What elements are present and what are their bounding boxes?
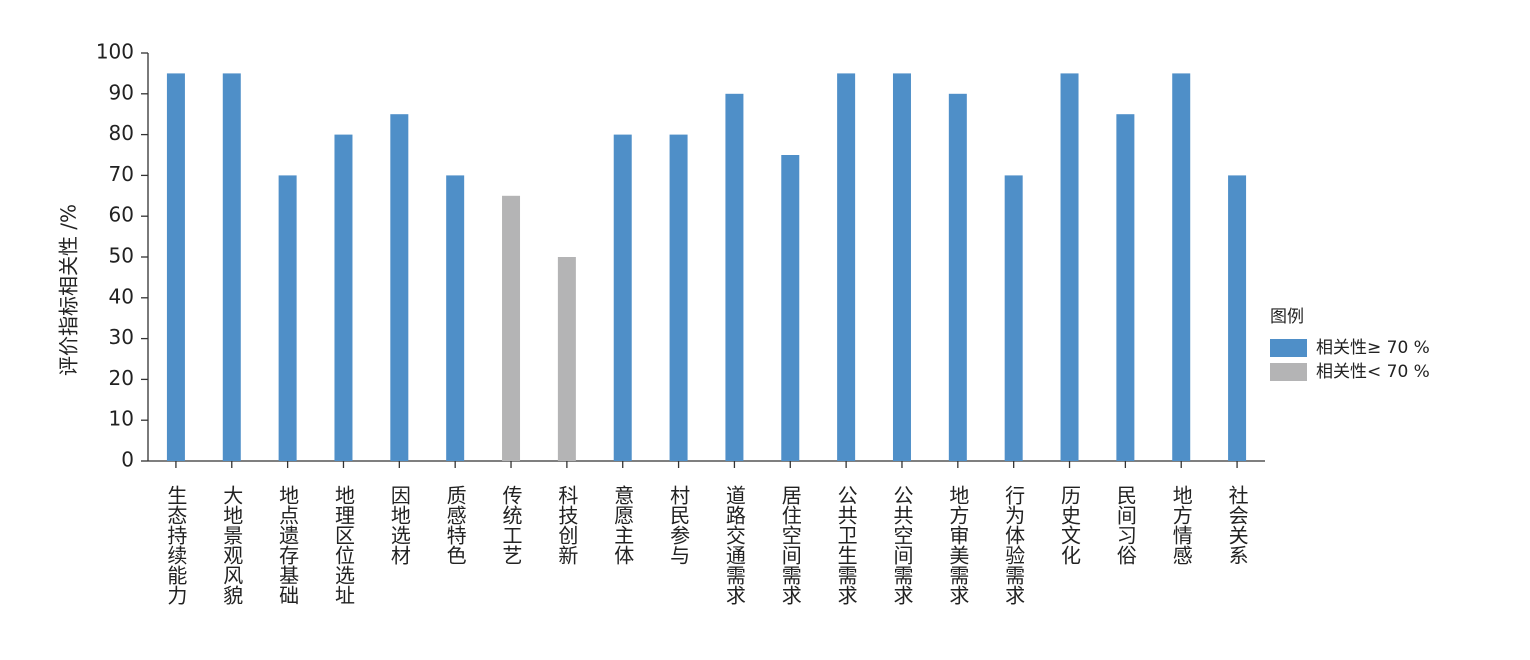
x-tick-label: 公共卫生需求 xyxy=(834,485,858,605)
x-tick-label: 地方审美需求 xyxy=(946,485,970,605)
legend-swatch xyxy=(1270,363,1307,381)
bar xyxy=(557,257,576,461)
x-tick-label: 科技创新 xyxy=(555,485,579,565)
bar xyxy=(446,175,465,461)
legend-label: 相关性< 70 % xyxy=(1316,362,1430,382)
x-tick-label: 行为体验需求 xyxy=(1002,485,1026,605)
x-tick-label: 地理区位选址 xyxy=(331,485,355,605)
y-tick-label: 10 xyxy=(109,407,134,431)
x-tick-label: 居住空间需求 xyxy=(778,485,802,605)
bar xyxy=(222,73,241,462)
x-tick-label: 意愿主体 xyxy=(611,485,635,565)
x-tick-label: 传统工艺 xyxy=(499,485,523,565)
y-tick-label: 70 xyxy=(109,162,134,186)
bar xyxy=(669,134,688,461)
y-tick-label: 30 xyxy=(109,325,134,349)
y-axis-label: 评价指标相关性 /% xyxy=(57,204,81,376)
x-tick-label: 因地选材 xyxy=(387,485,411,565)
bar xyxy=(390,114,409,461)
bar xyxy=(613,134,632,461)
bar xyxy=(725,93,744,462)
y-tick-label: 20 xyxy=(109,366,134,390)
x-tick-label: 道路交通需求 xyxy=(722,485,746,605)
bar xyxy=(1004,175,1023,461)
x-tick-label: 历史文化 xyxy=(1058,485,1082,565)
x-tick-label: 生态持续能力 xyxy=(164,485,188,605)
x-tick-label: 大地景观风貌 xyxy=(220,485,244,605)
legend-title: 图例 xyxy=(1270,307,1304,327)
bar xyxy=(837,73,856,462)
y-tick-label: 90 xyxy=(109,80,134,104)
bar xyxy=(1172,73,1191,462)
x-tick-label: 地点遗存基础 xyxy=(276,485,300,605)
bar xyxy=(781,155,800,461)
x-tick-label: 地方情感 xyxy=(1169,485,1193,565)
bar xyxy=(502,195,521,462)
bar xyxy=(1116,114,1135,461)
x-tick-label: 村民参与 xyxy=(667,485,691,565)
x-tick-label: 社会关系 xyxy=(1225,485,1249,565)
bar xyxy=(1060,73,1079,462)
bar xyxy=(278,175,297,461)
legend-label: 相关性≥ 70 % xyxy=(1316,338,1430,358)
x-tick-label: 民间习俗 xyxy=(1113,485,1137,565)
y-tick-label: 0 xyxy=(121,448,134,472)
y-tick-label: 60 xyxy=(109,203,134,227)
bar xyxy=(1228,175,1247,461)
x-tick-label: 质感特色 xyxy=(443,485,467,565)
y-tick-label: 80 xyxy=(109,121,134,145)
y-tick-label: 50 xyxy=(109,244,134,268)
x-tick-label: 公共空间需求 xyxy=(890,485,914,605)
bar xyxy=(166,73,185,462)
legend-swatch xyxy=(1270,339,1307,357)
bar xyxy=(948,93,967,462)
bar xyxy=(334,134,353,461)
y-tick-label: 100 xyxy=(96,40,134,64)
bar xyxy=(892,73,911,462)
y-tick-label: 40 xyxy=(109,284,134,308)
